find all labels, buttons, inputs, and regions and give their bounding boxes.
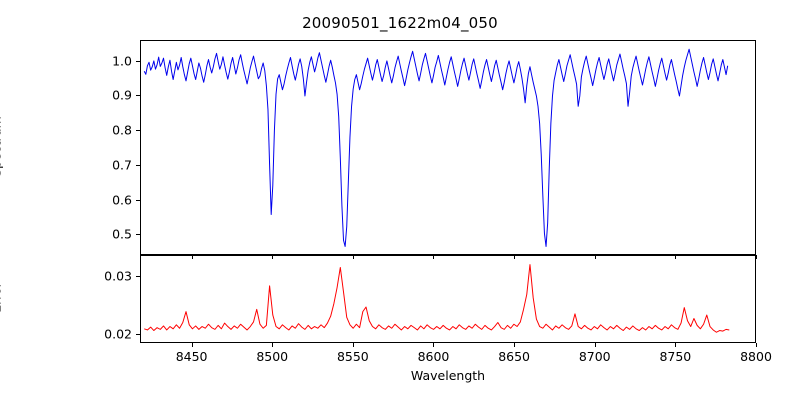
x-tick-label: 8550: [336, 349, 369, 364]
x-tick-mark: [756, 343, 757, 347]
x-tick-label: 8800: [740, 349, 772, 364]
y-tick-label: 0.7: [112, 157, 132, 173]
spectrum-line-plot: [143, 48, 729, 247]
x-tick-mark: [191, 343, 193, 347]
y-tick-label: 0.8: [112, 122, 132, 138]
y-tick-mark: [136, 334, 140, 336]
error-line-plot: [144, 264, 730, 333]
y-tick-label: 0.03: [104, 268, 132, 284]
y-tick-mark: [136, 95, 140, 97]
y-tick-mark: [136, 164, 140, 166]
x-tick-mark: [675, 255, 677, 259]
x-tick-label: 8600: [417, 349, 450, 364]
y-tick-mark: [136, 60, 140, 62]
x-tick-mark: [433, 343, 435, 347]
x-tick-label: 8500: [256, 349, 289, 364]
wavelength-axis-label: Wavelength: [410, 368, 486, 383]
x-tick-label: 8700: [578, 349, 611, 364]
y-tick-mark: [136, 130, 140, 132]
x-tick-mark: [272, 343, 274, 347]
y-tick-mark: [136, 199, 140, 201]
error-axis-label: Error: [0, 282, 4, 313]
x-tick-mark: [675, 343, 677, 347]
x-tick-mark: [594, 343, 596, 347]
x-tick-label: 8650: [498, 349, 531, 364]
figure-title: 20090501_1622m04_050: [302, 14, 498, 32]
x-tick-mark: [514, 343, 516, 347]
x-tick-mark: [352, 343, 354, 347]
x-tick-mark: [191, 255, 193, 259]
y-tick-label: 0.02: [104, 326, 132, 342]
y-tick-label: 1.0: [112, 53, 132, 69]
y-tick-mark: [136, 234, 140, 236]
x-tick-mark: [594, 255, 596, 259]
error-axes: [140, 255, 756, 343]
x-tick-mark: [272, 255, 274, 259]
x-tick-label: 8750: [659, 349, 692, 364]
y-tick-label: 0.9: [112, 87, 132, 103]
x-tick-mark: [514, 255, 516, 259]
spectrum-axes: [140, 40, 756, 255]
y-tick-mark: [136, 275, 140, 277]
x-tick-mark: [352, 255, 354, 259]
spectrum-axis-label: Spectrum: [0, 115, 4, 177]
x-tick-label: 8450: [175, 349, 208, 364]
x-tick-mark: [433, 255, 435, 259]
x-tick-mark: [756, 255, 757, 259]
y-tick-label: 0.5: [112, 226, 132, 242]
y-tick-label: 0.6: [112, 192, 132, 208]
